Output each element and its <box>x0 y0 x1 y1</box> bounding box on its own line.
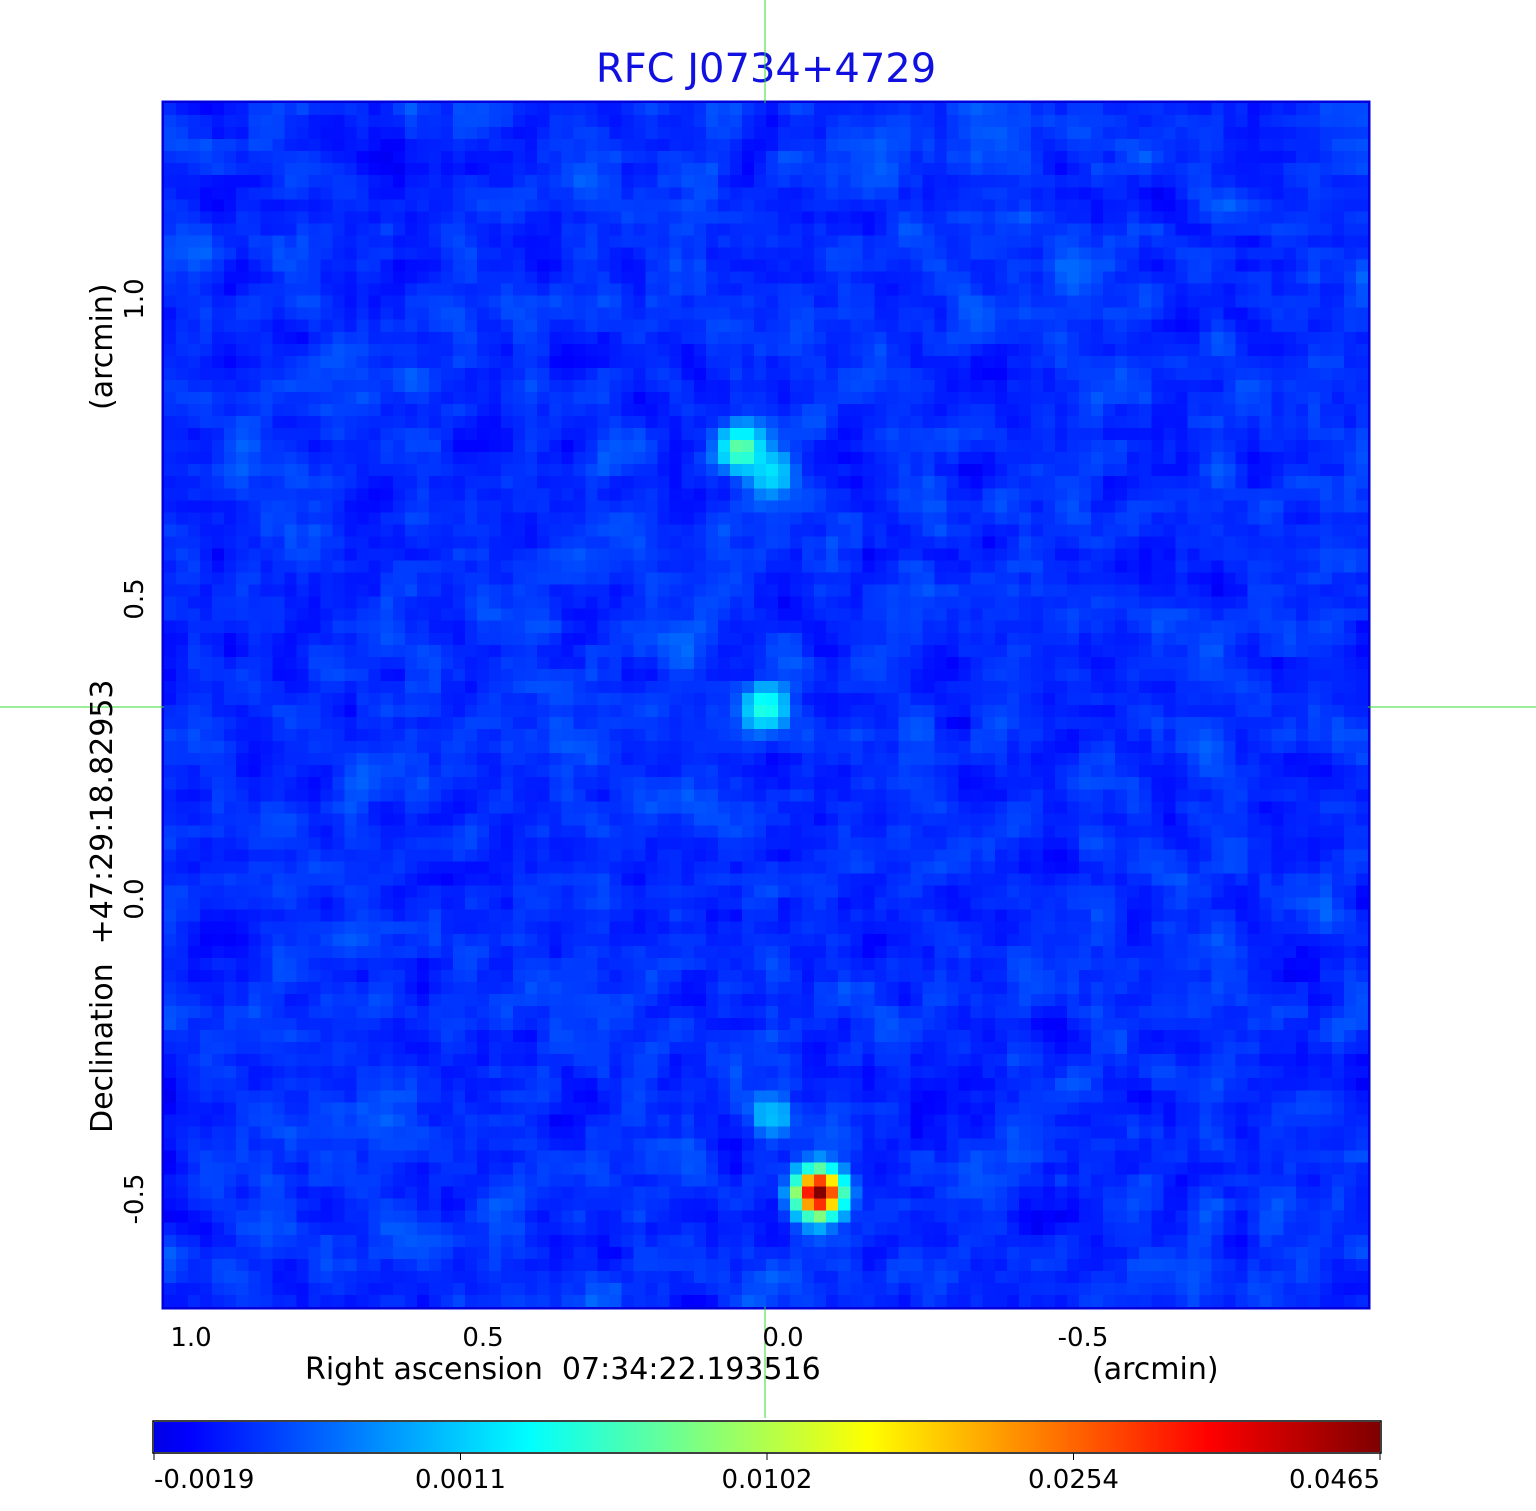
plot-frame <box>161 100 1371 1310</box>
y-axis-unit: (arcmin) <box>85 283 120 410</box>
chart-title: RFC J0734+4729 <box>596 46 936 92</box>
x-tick-label: -0.5 <box>1058 1323 1109 1353</box>
y-axis-label: Declination +47:29:18.82953 <box>85 679 120 1133</box>
colorbar-tick-label: 0.0254 <box>1028 1465 1119 1495</box>
y-tick-label: -0.5 <box>120 1174 150 1225</box>
colorbar-tick-label: 0.0102 <box>722 1465 813 1495</box>
colorbar-tick-label: -0.0019 <box>154 1465 254 1495</box>
colorbar-tick-label: 0.0011 <box>415 1465 506 1495</box>
colorbar <box>154 1422 1380 1452</box>
y-tick-label: 0.0 <box>120 878 150 919</box>
colorbar-tick-label: 0.0465 <box>1289 1465 1380 1495</box>
y-tick-label: 0.5 <box>120 578 150 619</box>
x-tick-label: 1.0 <box>170 1323 211 1353</box>
heatmap-image[interactable] <box>164 103 1368 1307</box>
x-tick-label: 0.0 <box>762 1323 803 1353</box>
y-tick-label: 1.0 <box>120 278 150 319</box>
x-axis-label: Right ascension 07:34:22.193516 <box>305 1352 821 1387</box>
x-axis-unit: (arcmin) <box>1092 1352 1219 1387</box>
x-tick-label: 0.5 <box>462 1323 503 1353</box>
